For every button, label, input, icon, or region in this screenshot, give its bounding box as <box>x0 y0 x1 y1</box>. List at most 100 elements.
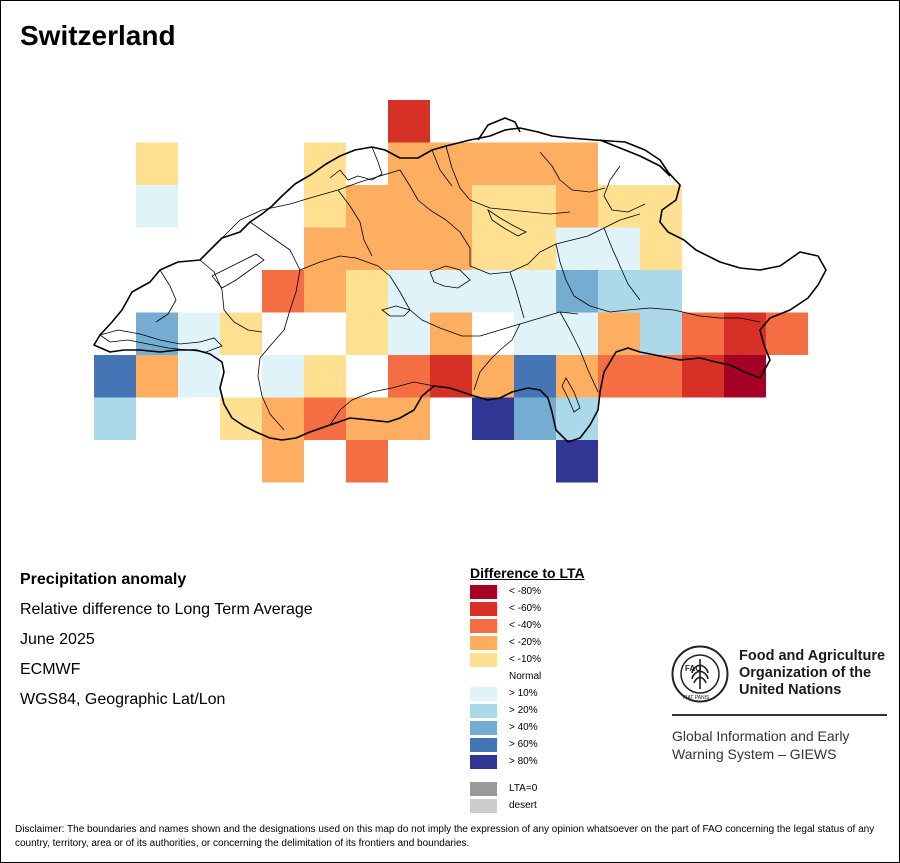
anomaly-cell <box>640 227 682 270</box>
disclaimer: Disclaimer: The boundaries and names sho… <box>15 824 875 849</box>
legend-swatch <box>470 738 497 752</box>
giews-line: Global Information and Early <box>672 728 850 744</box>
anomaly-cell <box>556 397 598 440</box>
anomaly-cell <box>388 142 430 185</box>
anomaly-cell <box>430 227 472 270</box>
legend-swatch <box>470 687 497 701</box>
fao-name: Food and Agriculture Organization of the… <box>739 648 885 699</box>
anomaly-cell <box>136 142 178 185</box>
anomaly-grid <box>94 100 808 483</box>
anomaly-map <box>93 100 827 483</box>
lake-maggiore <box>561 377 581 413</box>
lake-zurich <box>487 208 527 237</box>
legend-swatch <box>470 653 497 667</box>
switzerland-outline <box>93 127 827 443</box>
anomaly-cell <box>304 397 346 440</box>
anomaly-cell <box>346 440 388 483</box>
anomaly-cell <box>556 312 598 355</box>
info-heading: Precipitation anomaly <box>20 571 187 588</box>
anomaly-cell <box>304 227 346 270</box>
info-period: June 2025 <box>20 631 95 648</box>
anomaly-cell <box>472 397 514 440</box>
fao-name-line: Food and Agriculture <box>739 648 886 664</box>
legend-label: < -20% <box>509 637 541 648</box>
legend-label: > 60% <box>509 739 538 750</box>
giews-line: Warning System – GIEWS <box>672 746 837 762</box>
legend-swatch <box>470 799 497 813</box>
info-subtitle: Relative difference to Long Term Average <box>20 601 313 618</box>
anomaly-cell <box>514 270 556 313</box>
anomaly-cell <box>262 355 304 398</box>
anomaly-cell <box>556 270 598 313</box>
legend-label: > 20% <box>509 705 538 716</box>
anomaly-cell <box>346 185 388 228</box>
anomaly-cell <box>598 312 640 355</box>
anomaly-cell <box>346 227 388 270</box>
anomaly-cell <box>346 312 388 355</box>
anomaly-cell <box>178 355 220 398</box>
anomaly-cell <box>640 185 682 228</box>
lake-neuchatel <box>211 253 265 289</box>
legend-label: < -10% <box>509 654 541 665</box>
lake-lucerne <box>429 265 471 289</box>
legend-swatch <box>470 721 497 735</box>
map-title: Switzerland <box>20 20 176 51</box>
anomaly-cell <box>430 355 472 398</box>
lake-geneva <box>99 329 223 353</box>
legend-swatch <box>470 619 497 633</box>
anomaly-cell <box>304 355 346 398</box>
anomaly-cell <box>514 312 556 355</box>
anomaly-cell <box>724 355 766 398</box>
anomaly-cell <box>514 355 556 398</box>
legend-label: > 10% <box>509 688 538 699</box>
anomaly-cell <box>556 440 598 483</box>
anomaly-cell <box>94 397 136 440</box>
legend-label: > 40% <box>509 722 538 733</box>
legend-swatch <box>470 670 497 684</box>
anomaly-cell <box>430 312 472 355</box>
info-source: ECMWF <box>20 661 81 678</box>
legend-swatch <box>470 585 497 599</box>
anomaly-cell <box>430 185 472 228</box>
anomaly-cell <box>766 312 808 355</box>
fao-divider <box>672 714 887 716</box>
anomaly-cell <box>346 270 388 313</box>
anomaly-cell <box>304 185 346 228</box>
lake-thun <box>381 305 411 317</box>
anomaly-cell <box>262 397 304 440</box>
svg-text:FAO: FAO <box>685 664 701 673</box>
anomaly-cell <box>388 227 430 270</box>
fao-name-line: Organization of the <box>739 665 872 681</box>
legend-label: > 80% <box>509 756 538 767</box>
giews-name: Global Information and Early Warning Sys… <box>672 727 849 763</box>
legend-swatch <box>470 636 497 650</box>
anomaly-cell <box>682 312 724 355</box>
canton-borders <box>155 145 761 431</box>
legend-swatch <box>470 602 497 616</box>
anomaly-cell <box>472 270 514 313</box>
anomaly-cell <box>472 142 514 185</box>
legend-label: Normal <box>509 671 542 682</box>
anomaly-cell <box>640 312 682 355</box>
anomaly-cell <box>556 355 598 398</box>
anomaly-cell <box>514 142 556 185</box>
legend-swatch <box>470 704 497 718</box>
fao-name-line: United Nations <box>739 682 842 698</box>
anomaly-cell <box>136 185 178 228</box>
anomaly-cell <box>724 312 766 355</box>
lakes <box>99 208 581 413</box>
info-projection: WGS84, Geographic Lat/Lon <box>20 691 226 708</box>
anomaly-cell <box>136 355 178 398</box>
legend-label: < -40% <box>509 620 541 631</box>
legend-swatch <box>470 782 497 796</box>
anomaly-cell <box>514 397 556 440</box>
anomaly-cell <box>598 185 640 228</box>
legend-label: LTA=0 <box>509 783 538 794</box>
anomaly-cell <box>388 100 430 143</box>
country-borders <box>93 117 827 443</box>
fao-logo-icon: FAO FIAT PANIS <box>671 645 729 703</box>
anomaly-cell <box>304 270 346 313</box>
anomaly-cell <box>640 270 682 313</box>
svg-text:FIAT PANIS: FIAT PANIS <box>683 695 710 701</box>
legend-label: < -80% <box>509 586 541 597</box>
